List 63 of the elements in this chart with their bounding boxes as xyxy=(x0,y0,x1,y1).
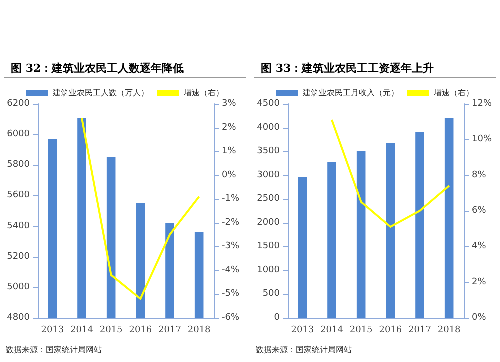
y2-tick-label: 10% xyxy=(472,134,492,145)
y-tick-label: 3500 xyxy=(257,146,280,157)
legend-label: 建筑业农民工月收入（元） xyxy=(302,88,399,98)
y2-tick-label: 3% xyxy=(222,99,237,109)
y2-tick-label: 0% xyxy=(222,170,237,180)
y-tick-label: 5800 xyxy=(7,160,30,170)
bar xyxy=(386,142,396,318)
y2-tick-label: -2% xyxy=(222,218,240,228)
bar xyxy=(298,177,308,318)
bar xyxy=(328,162,336,318)
line-series xyxy=(81,117,200,300)
x-tick-label: 2016 xyxy=(129,326,152,336)
legend-label: 增速（右） xyxy=(183,88,224,98)
y-tick-label: 5000 xyxy=(7,282,30,292)
y2-tick-label: -4% xyxy=(222,265,240,276)
y2-tick-label: -5% xyxy=(222,289,240,300)
chart-title: 图 32：建筑业农民工人数逐年降低 xyxy=(11,62,184,75)
y-tick-label: 4500 xyxy=(257,99,280,109)
line-series xyxy=(331,119,450,228)
y-tick-label: 2000 xyxy=(257,218,280,228)
legend-label: 增速（右） xyxy=(433,88,474,98)
y2-tick-label: 8% xyxy=(472,170,487,180)
y2-tick-label: -3% xyxy=(222,242,240,252)
legend-label: 建筑业农民工人数（万人） xyxy=(52,88,149,98)
y-tick-label: 3000 xyxy=(257,170,280,180)
y-tick-label: 500 xyxy=(262,289,280,300)
y2-tick-label: 2% xyxy=(222,122,237,133)
y-tick-label: 6200 xyxy=(7,99,30,109)
y2-tick-label: 1% xyxy=(222,146,237,157)
y2-tick-label: 6% xyxy=(472,206,487,216)
y2-tick-label: 2% xyxy=(472,277,487,288)
y-tick-label: 5600 xyxy=(7,190,30,201)
y-tick-label: 4000 xyxy=(257,122,280,133)
bar xyxy=(444,118,454,318)
y2-tick-label: 12% xyxy=(472,99,492,109)
y2-tick-label: 0% xyxy=(472,313,487,323)
y2-tick-label: -6% xyxy=(222,313,240,323)
x-tick-label: 2018 xyxy=(188,326,212,336)
x-tick-label: 2018 xyxy=(438,326,462,336)
bar xyxy=(356,152,366,318)
x-tick-label: 2015 xyxy=(350,326,374,336)
source-note: 数据来源：国家统计局网站 xyxy=(256,346,352,354)
y-tick-label: 2500 xyxy=(257,194,280,204)
x-tick-label: 2017 xyxy=(158,326,182,336)
chart-title: 图 33：建筑业农民工工资逐年上升 xyxy=(261,62,434,75)
y-tick-label: 1500 xyxy=(257,242,280,252)
x-tick-label: 2017 xyxy=(408,326,432,336)
x-tick-label: 2013 xyxy=(291,326,314,336)
y2-tick-label: -1% xyxy=(222,194,240,204)
x-tick-label: 2014 xyxy=(70,326,94,336)
y-tick-label: 5400 xyxy=(7,221,30,232)
y2-tick-label: 4% xyxy=(472,242,487,252)
y-tick-label: 6000 xyxy=(7,130,30,140)
y-tick-label: 5200 xyxy=(7,252,30,262)
x-tick-label: 2015 xyxy=(100,326,124,336)
bar xyxy=(416,132,424,318)
x-tick-label: 2013 xyxy=(41,326,64,336)
y-tick-label: 4800 xyxy=(7,313,30,323)
y-tick-label: 1000 xyxy=(257,265,280,276)
source-note: 数据来源：国家统计局网站 xyxy=(6,346,102,354)
x-tick-label: 2014 xyxy=(320,326,344,336)
x-tick-label: 2016 xyxy=(379,326,402,336)
y-tick-label: 0 xyxy=(274,313,280,323)
